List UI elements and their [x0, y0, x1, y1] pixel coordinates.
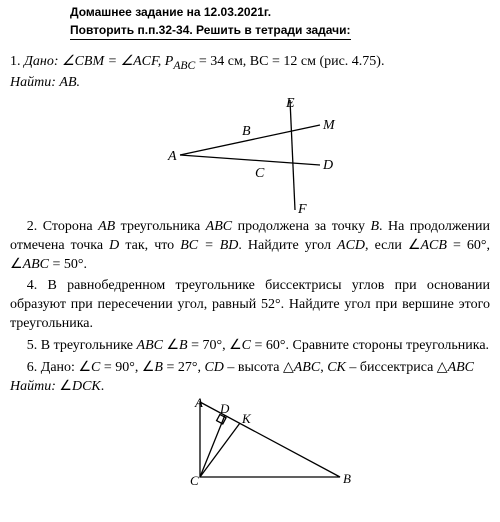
header-date: Домашнее задание на 12.03.2021г. — [70, 4, 430, 20]
svg-text:A: A — [167, 149, 177, 164]
header-instruction: Повторить п.п.32-34. Решить в тетради за… — [70, 22, 351, 40]
given-label: Дано: — [24, 54, 59, 69]
problem-5: 5. В треугольнике ABC ∠B = 70°, ∠C = 60°… — [8, 337, 492, 356]
svg-text:E: E — [285, 96, 295, 111]
svg-text:D: D — [219, 401, 230, 416]
svg-text:B: B — [343, 471, 351, 486]
given-text: ∠CBM = ∠ACF, P — [62, 54, 173, 69]
svg-text:F: F — [297, 202, 307, 215]
find-text: AB. — [59, 75, 80, 90]
problem-2: 2. Сторона AB треугольника ABC продолжен… — [8, 218, 492, 275]
svg-text:A: A — [194, 397, 203, 410]
diagram-2: A C B D K — [140, 397, 360, 492]
problem-4: 4. В равнобедренном треугольнике биссект… — [8, 277, 492, 334]
svg-text:K: K — [241, 411, 252, 426]
svg-text:M: M — [322, 118, 336, 133]
problem-1: 1. Дано: ∠CBM = ∠ACF, PABC = 34 см, BC =… — [8, 53, 492, 92]
problem-6: 6. Дано: ∠C = 90°, ∠B = 27°, CD – высота… — [8, 359, 492, 397]
homework-header: Домашнее задание на 12.03.2021г. Повтори… — [0, 0, 500, 48]
svg-text:C: C — [190, 473, 199, 488]
problems-content: 1. Дано: ∠CBM = ∠ACF, PABC = 34 см, BC =… — [0, 48, 500, 491]
diagram-1: A B M E C D F — [160, 95, 340, 215]
find-label: Найти: — [10, 75, 56, 90]
svg-text:D: D — [322, 158, 333, 173]
svg-text:C: C — [255, 166, 265, 181]
svg-text:B: B — [242, 124, 251, 139]
